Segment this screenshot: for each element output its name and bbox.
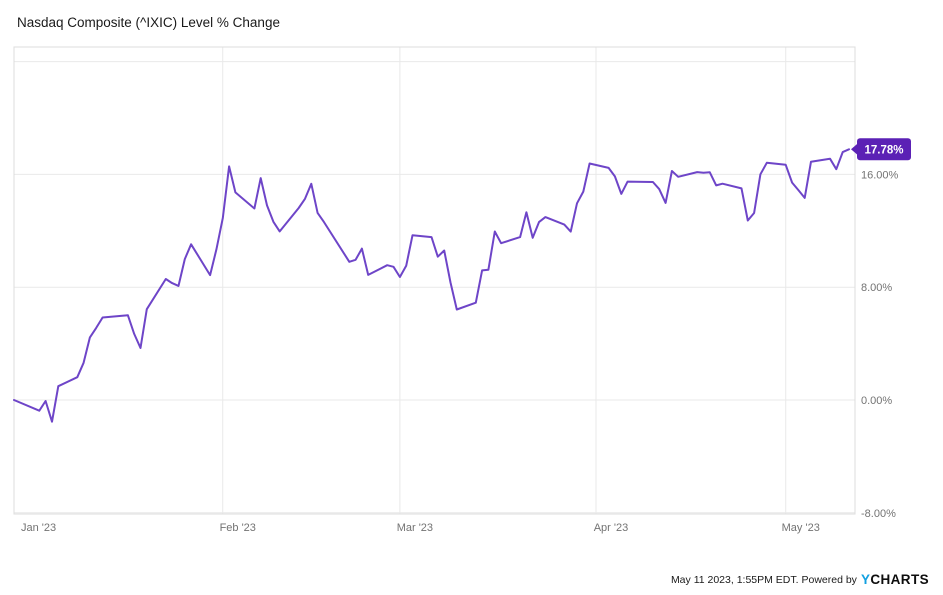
ycharts-logo-y: Y bbox=[860, 572, 871, 587]
y-axis-label: 8.00% bbox=[861, 282, 892, 294]
line-chart: 16.00% 8.00% 0.00% -8.00% Jan '23 Feb '23 Mar … bbox=[13, 46, 911, 534]
ycharts-logo: YCHARTS bbox=[861, 572, 929, 587]
plot-border bbox=[13, 46, 856, 515]
last-value-badge: 17.78% bbox=[851, 138, 911, 161]
chart-footer: May 11 2023, 1:55PM EDT. Powered by YCHA… bbox=[671, 572, 929, 587]
x-axis-label: May '23 bbox=[782, 522, 820, 534]
series-line bbox=[13, 148, 850, 423]
ycharts-logo-rest: CHARTS bbox=[870, 572, 929, 587]
y-axis-label: -8.00% bbox=[861, 508, 896, 520]
badge-arrow bbox=[851, 143, 858, 156]
x-axis-label: Jan '23 bbox=[21, 522, 56, 534]
badge-value: 17.78% bbox=[864, 144, 903, 156]
y-axis-label: 16.00% bbox=[861, 169, 899, 181]
x-axis-label: Mar '23 bbox=[397, 522, 433, 534]
chart-title: Nasdaq Composite (^IXIC) Level % Change bbox=[17, 15, 280, 30]
x-axis-label: Apr '23 bbox=[594, 522, 629, 534]
footer-timestamp: May 11 2023, 1:55PM EDT. Powered by bbox=[670, 573, 857, 586]
y-axis-label: 0.00% bbox=[861, 395, 892, 407]
badge-box bbox=[857, 138, 911, 161]
x-axis-label: Feb '23 bbox=[220, 522, 256, 534]
